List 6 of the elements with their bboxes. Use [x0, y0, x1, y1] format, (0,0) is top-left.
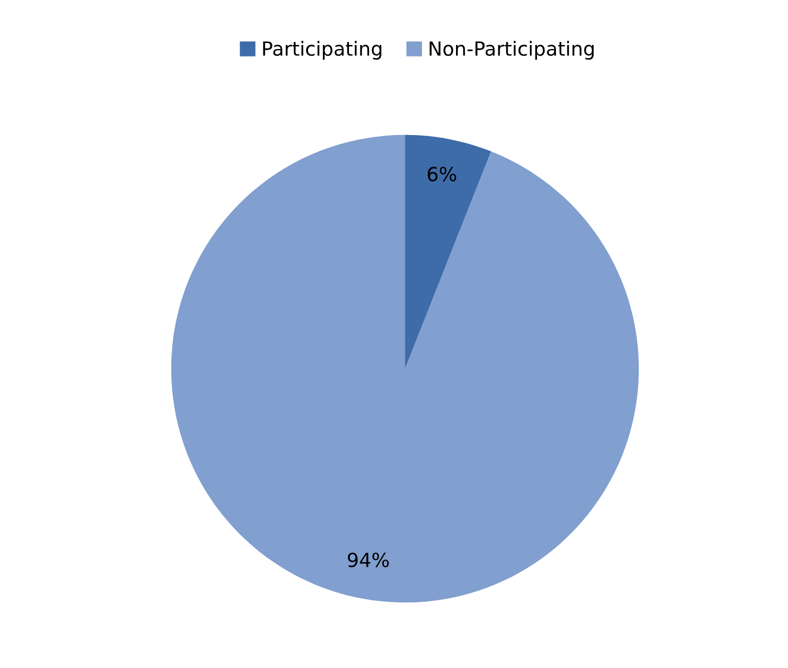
pie-slice	[171, 134, 639, 603]
data-label: 94%	[348, 552, 389, 568]
pie-slice	[405, 134, 492, 369]
legend-label: Participating	[263, 40, 382, 60]
data-label: 6%	[428, 166, 456, 182]
legend-label: Non-Participating	[430, 40, 594, 60]
